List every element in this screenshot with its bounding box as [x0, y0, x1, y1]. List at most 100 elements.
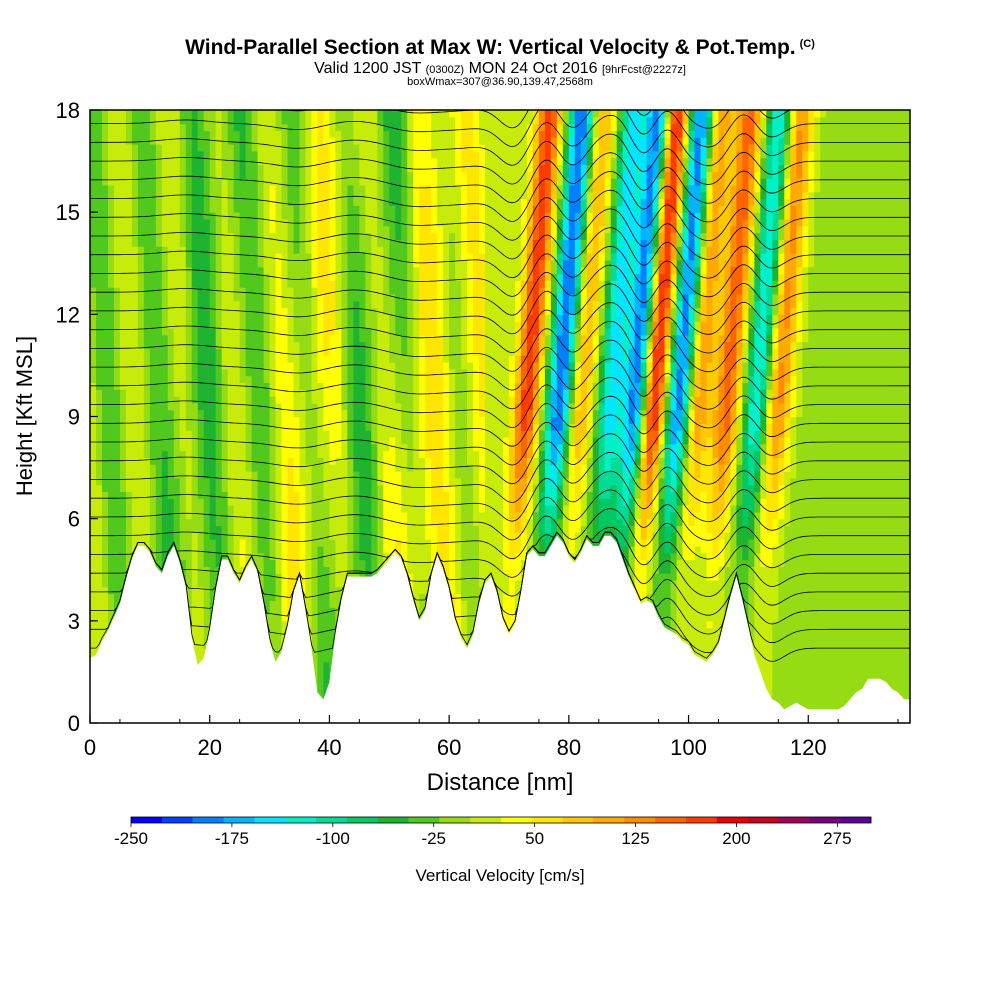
- field-cell: [173, 409, 181, 418]
- field-cell: [263, 130, 271, 138]
- field-cell: [389, 355, 396, 363]
- field-cell: [323, 368, 331, 377]
- field-cell: [215, 327, 223, 336]
- field-cell: [107, 443, 115, 452]
- field-cell: [119, 477, 127, 486]
- field-cell: [263, 334, 271, 343]
- field-cell: [173, 239, 181, 247]
- field-cell: [125, 362, 133, 370]
- field-cell: [353, 259, 360, 268]
- field-cell: [389, 212, 396, 220]
- field-cell: [101, 539, 109, 547]
- field-cell: [341, 259, 348, 268]
- field-cell: [389, 273, 396, 281]
- field-cell: [209, 484, 217, 493]
- field-cell: [365, 150, 372, 159]
- field-cell: [389, 464, 396, 472]
- field-cell: [407, 164, 414, 172]
- field-cell: [293, 484, 301, 493]
- field-cell: [263, 450, 271, 458]
- field-cell: [299, 382, 307, 390]
- field-cell: [209, 368, 217, 377]
- field-cell: [113, 484, 121, 493]
- field-cell: [221, 525, 229, 533]
- field-cell: [329, 375, 337, 384]
- field-cell: [359, 246, 366, 254]
- field-cell: [90, 253, 97, 261]
- field-cell: [125, 191, 133, 200]
- field-cell: [227, 443, 235, 452]
- field-cell: [377, 457, 384, 465]
- field-cell: [137, 491, 145, 499]
- field-cell: [173, 484, 181, 493]
- field-cell: [407, 382, 414, 390]
- field-cell: [197, 505, 205, 513]
- field-cell: [305, 498, 313, 506]
- field-cell: [419, 518, 426, 527]
- field-cell: [377, 443, 384, 452]
- field-cell: [359, 150, 366, 159]
- field-cell: [131, 266, 139, 275]
- field-cell: [323, 477, 331, 486]
- field-cell: [209, 130, 217, 138]
- field-cell: [245, 518, 253, 527]
- field-cell: [191, 164, 199, 172]
- field-cell: [413, 157, 420, 166]
- field-cell: [323, 130, 331, 138]
- field-cell: [209, 355, 217, 363]
- field-cell: [95, 484, 103, 493]
- field-cell: [395, 232, 402, 241]
- field-cell: [245, 498, 253, 506]
- field-cell: [269, 355, 277, 363]
- field-cell: [137, 266, 145, 275]
- field-cell: [401, 511, 408, 520]
- field-cell: [419, 423, 426, 431]
- field-cell: [203, 389, 211, 397]
- field-cell: [251, 552, 259, 561]
- field-cell: [245, 402, 253, 411]
- field-cell: [299, 545, 307, 554]
- field-cell: [131, 259, 139, 268]
- field-cell: [305, 178, 313, 186]
- field-cell: [335, 348, 342, 356]
- field-cell: [90, 212, 97, 220]
- field-cell: [143, 389, 151, 397]
- field-cell: [113, 178, 121, 186]
- field-cell: [389, 443, 396, 452]
- field-cell: [95, 293, 103, 302]
- field-cell: [407, 239, 414, 247]
- field-cell: [221, 491, 229, 499]
- field-cell: [371, 443, 378, 452]
- field-cell: [185, 225, 193, 234]
- field-cell: [269, 559, 277, 567]
- field-cell: [209, 423, 217, 431]
- field-cell: [395, 341, 402, 349]
- field-cell: [341, 178, 348, 186]
- field-cell: [413, 470, 420, 479]
- field-cell: [143, 314, 151, 322]
- field-cell: [359, 566, 366, 574]
- field-cell: [179, 341, 187, 349]
- field-cell: [293, 464, 301, 472]
- field-cell: [215, 341, 223, 349]
- field-cell: [101, 470, 109, 479]
- field-cell: [401, 423, 408, 431]
- field-cell: [167, 178, 175, 186]
- field-cell: [215, 225, 223, 234]
- field-cell: [419, 579, 426, 588]
- field-cell: [161, 341, 169, 349]
- field-cell: [251, 430, 259, 438]
- field-cell: [401, 184, 408, 193]
- field-cell: [185, 314, 193, 322]
- field-cell: [317, 293, 325, 302]
- field-cell: [371, 545, 378, 554]
- field-cell: [305, 539, 313, 547]
- field-cell: [317, 287, 325, 295]
- field-cell: [203, 382, 211, 390]
- field-cell: [269, 314, 277, 322]
- field-cell: [107, 552, 115, 561]
- field-cell: [149, 307, 157, 315]
- field-cell: [383, 532, 390, 540]
- field-cell: [293, 362, 301, 370]
- field-cell: [359, 470, 366, 479]
